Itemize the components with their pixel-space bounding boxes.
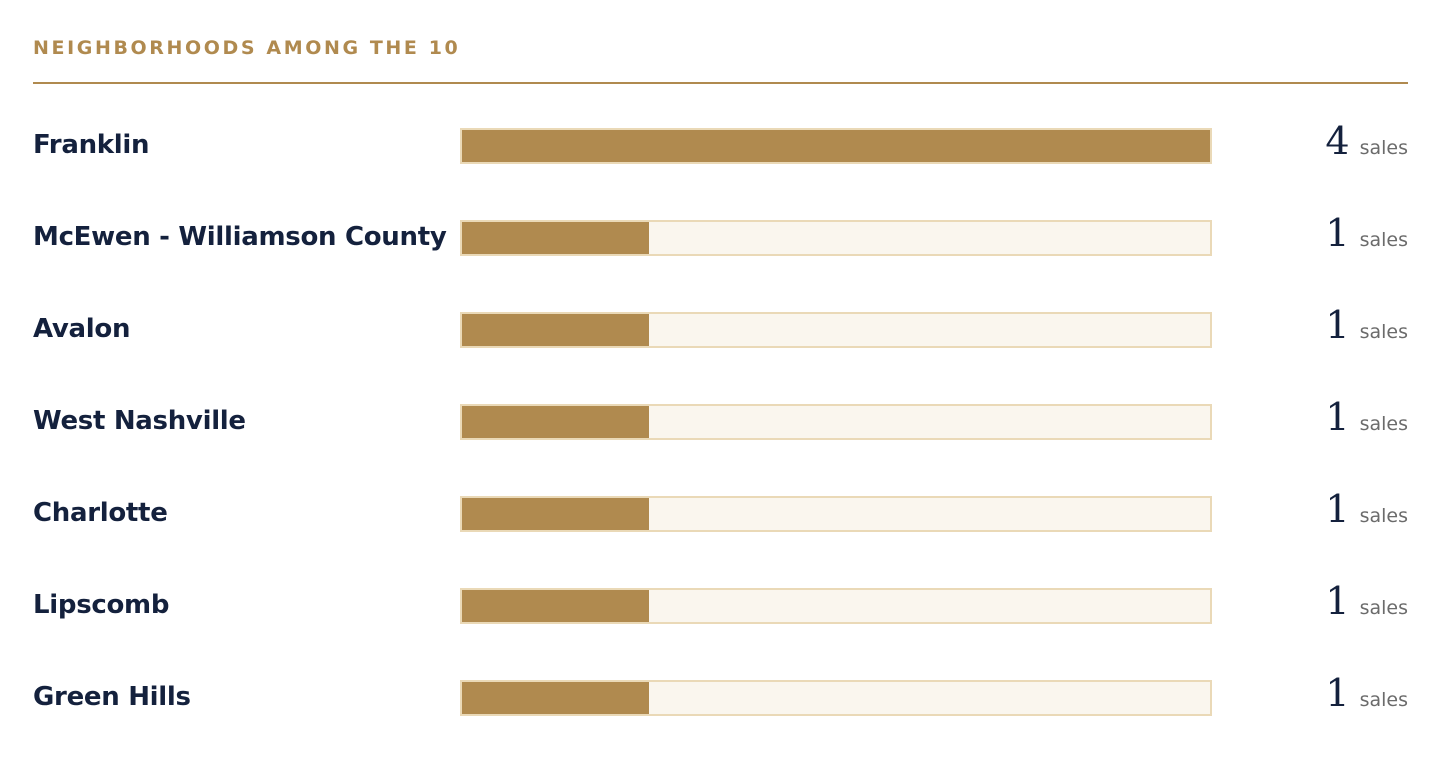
neighborhood-name: Green Hills [33,682,191,712]
neighborhood-row: Lipscomb 1 sales [33,560,1408,652]
neighborhood-row: Charlotte 1 sales [33,468,1408,560]
bar-fill [462,406,649,438]
bar-fill [462,314,649,346]
bar-track [460,496,1212,532]
sales-count: 4 sales [1325,122,1408,160]
bar-track [460,588,1212,624]
sales-unit-label: sales [1359,137,1408,159]
neighborhood-bar-chart: Franklin 4 sales McEwen - Williamson County… [33,100,1408,744]
neighborhood-name: McEwen - Williamson County [33,222,447,252]
sales-count: 1 sales [1325,582,1408,620]
sales-value: 1 [1325,579,1350,623]
sales-value: 1 [1325,211,1350,255]
sales-unit-label: sales [1359,229,1408,251]
sales-unit-label: sales [1359,505,1408,527]
sales-unit-label: sales [1359,597,1408,619]
sales-count: 1 sales [1325,674,1408,712]
sales-value: 1 [1325,395,1350,439]
neighborhood-name: West Nashville [33,406,246,436]
sales-value: 1 [1325,671,1350,715]
sales-count: 1 sales [1325,398,1408,436]
bar-fill [462,130,1210,162]
bar-track [460,404,1212,440]
bar-track [460,312,1212,348]
bar-track [460,680,1212,716]
sales-value: 4 [1325,119,1350,163]
neighborhood-name: Lipscomb [33,590,170,620]
neighborhood-row: Avalon 1 sales [33,284,1408,376]
neighborhood-row: Franklin 4 sales [33,100,1408,192]
neighborhood-row: West Nashville 1 sales [33,376,1408,468]
sales-unit-label: sales [1359,689,1408,711]
neighborhood-name: Avalon [33,314,131,344]
bar-fill [462,682,649,714]
section-title: NEIGHBORHOODS AMONG THE 10 [33,37,461,59]
sales-count: 1 sales [1325,306,1408,344]
neighborhood-row: Green Hills 1 sales [33,652,1408,744]
sales-unit-label: sales [1359,413,1408,435]
bar-fill [462,498,649,530]
sales-unit-label: sales [1359,321,1408,343]
neighborhood-name: Charlotte [33,498,168,528]
title-divider [33,82,1408,84]
sales-value: 1 [1325,487,1350,531]
neighborhood-name: Franklin [33,130,150,160]
sales-value: 1 [1325,303,1350,347]
bar-track [460,220,1212,256]
bar-fill [462,222,649,254]
neighborhood-row: McEwen - Williamson County 1 sales [33,192,1408,284]
sales-count: 1 sales [1325,490,1408,528]
bar-track [460,128,1212,164]
bar-fill [462,590,649,622]
sales-count: 1 sales [1325,214,1408,252]
